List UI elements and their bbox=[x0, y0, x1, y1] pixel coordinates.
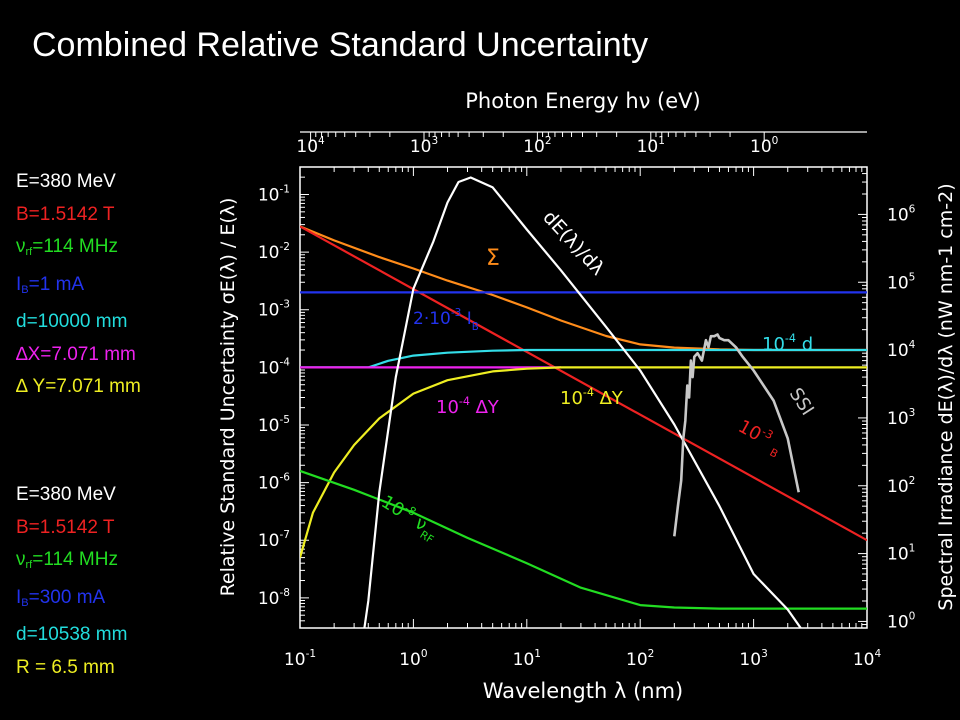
y-left-tick-label: 10-2 bbox=[258, 241, 290, 263]
parameter-main: E=380 MeV bbox=[16, 484, 116, 505]
y-left-tick-label: 10-4 bbox=[258, 356, 290, 378]
parameter-line: B=1.5142 T bbox=[16, 199, 141, 232]
x-tick-label: 101 bbox=[513, 648, 541, 670]
y-left-axis-label: Relative Standard Uncertainty σE(λ) / E(… bbox=[217, 198, 239, 597]
beam-current-label: 2·10-3 IB bbox=[413, 307, 479, 333]
parameter-main: B=1.5142 T bbox=[16, 203, 115, 225]
parameter-main: I bbox=[16, 273, 22, 295]
y-right-tick-label: 100 bbox=[887, 610, 915, 632]
parameter-sub: B bbox=[21, 283, 29, 296]
parameter-rest: =1 mA bbox=[28, 273, 85, 295]
parameter-main: d=10538 mm bbox=[16, 624, 128, 645]
delta-y-label-2: 10-4 ∆Y bbox=[436, 395, 500, 418]
slide-title: Combined Relative Standard Uncertainty bbox=[32, 26, 649, 64]
parameter-main: d=10000 mm bbox=[16, 311, 128, 332]
x-tick-label: 100 bbox=[399, 648, 427, 670]
x-tick-label: 10-1 bbox=[284, 648, 316, 670]
magnetic-field-curve bbox=[300, 225, 867, 542]
parameter-line: ∆ Y=7.071 mm bbox=[16, 371, 141, 404]
y-right-tick-label: 102 bbox=[887, 475, 915, 497]
parameter-line: B=1.5142 T bbox=[16, 512, 127, 545]
magnetic-field-label: 10-3 B bbox=[733, 414, 787, 460]
delta-y-label: 10-4 ∆Y bbox=[560, 386, 624, 409]
top-axis-label: Photon Energy hν (eV) bbox=[465, 89, 700, 113]
top-tick-label: 103 bbox=[410, 135, 438, 157]
parameter-main: Y=7.071 mm bbox=[27, 376, 141, 397]
parameter-sub: rf bbox=[25, 246, 33, 258]
parameter-line: IB=1 mA bbox=[16, 269, 141, 307]
y-left-tick-label: 10-8 bbox=[258, 587, 290, 609]
x-tick-label: 103 bbox=[739, 648, 767, 670]
y-left-tick-label: 10-6 bbox=[258, 472, 290, 494]
parameter-main: I bbox=[16, 586, 22, 608]
y-left-tick-label: 10-3 bbox=[258, 299, 290, 321]
parameter-rest: =300 mA bbox=[28, 586, 106, 608]
y-right-tick-label: 104 bbox=[887, 339, 916, 361]
parameter-line: R = 6.5 mm bbox=[16, 652, 127, 685]
top-tick-label: 104 bbox=[296, 135, 325, 157]
irradiance-label: dE(λ)/dλ bbox=[538, 206, 609, 279]
parameter-rest: =114 MHz bbox=[32, 236, 118, 257]
rf-label: 10-8 νRF bbox=[375, 490, 443, 547]
parameter-sym: ν bbox=[16, 236, 26, 257]
spectral-irradiance-curve bbox=[363, 176, 802, 628]
y-right-tick-label: 101 bbox=[887, 543, 915, 565]
delta-y-curve bbox=[300, 366, 867, 558]
parameter-main: X=7.071 mm bbox=[27, 343, 136, 365]
y-right-tick-label: 105 bbox=[887, 271, 915, 293]
y-right-tick-label: 106 bbox=[887, 203, 916, 225]
x-tick-label: 102 bbox=[626, 648, 654, 670]
ssi-label: SSI bbox=[785, 384, 818, 419]
sigma-label: Σ bbox=[486, 246, 500, 271]
parameter-line: ∆X=7.071 mm bbox=[16, 339, 141, 372]
rf-frequency-curve bbox=[300, 469, 867, 610]
y-left-tick-label: 10-5 bbox=[258, 414, 290, 436]
parameter-rest: =114 MHz bbox=[32, 549, 118, 570]
y-right-axis-label: Spectral Irradiance dE(λ)/dλ (nW nm-1 cm… bbox=[935, 183, 957, 610]
parameter-line: E=380 MeV bbox=[16, 479, 127, 512]
parameter-sym: ν bbox=[16, 549, 26, 570]
parameter-line: νrf=114 MHz bbox=[16, 231, 141, 269]
parameter-sym: ∆ bbox=[16, 343, 28, 365]
parameter-line: νrf=114 MHz bbox=[16, 544, 127, 582]
top-tick-label: 102 bbox=[523, 135, 551, 157]
x-axis-label: Wavelength λ (nm) bbox=[483, 679, 684, 703]
parameter-line: IB=300 mA bbox=[16, 582, 127, 620]
top-tick-label: 100 bbox=[750, 135, 778, 157]
y-left-tick-label: 10-7 bbox=[258, 529, 290, 551]
series-group bbox=[300, 176, 867, 628]
parameter-sym: ∆ bbox=[16, 376, 28, 397]
parameter-line: d=10000 mm bbox=[16, 306, 141, 339]
parameter-main: R = 6.5 mm bbox=[16, 656, 115, 678]
top-tick-label: 101 bbox=[637, 135, 665, 157]
y-left-tick-label: 10-1 bbox=[258, 183, 290, 205]
ssi-measured-curve bbox=[673, 333, 800, 537]
parameter-line: d=10538 mm bbox=[16, 619, 127, 652]
parameter-line: E=380 MeV bbox=[16, 166, 141, 199]
x-tick-label: 104 bbox=[853, 648, 882, 670]
parameter-main: B=1.5142 T bbox=[16, 516, 115, 538]
parameter-sub: rf bbox=[25, 559, 33, 571]
y-right-tick-label: 103 bbox=[887, 407, 915, 429]
parameter-sub: B bbox=[21, 596, 29, 609]
parameter-main: E=380 MeV bbox=[16, 171, 116, 192]
distance-label: 10-4 d bbox=[762, 332, 813, 355]
